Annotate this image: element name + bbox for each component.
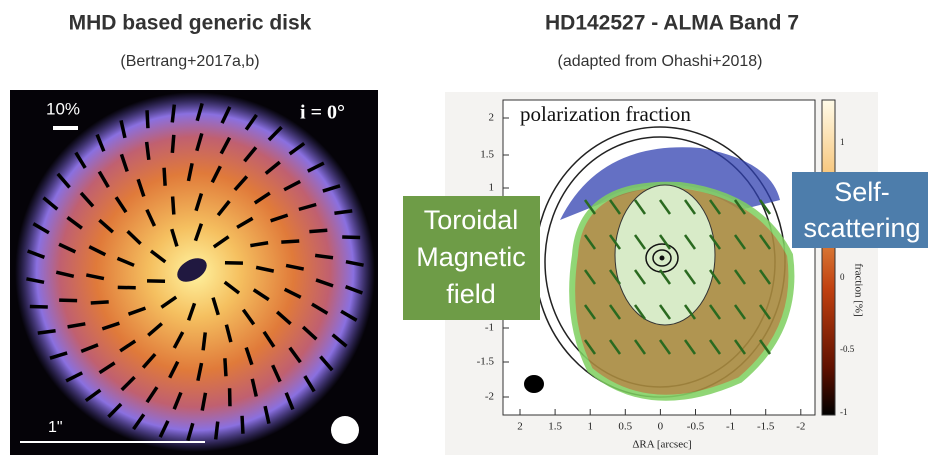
vector [342, 237, 360, 238]
y-tick-label: 1.5 [480, 149, 494, 161]
colorbar [822, 100, 835, 415]
callout-line: Magnetic [416, 242, 526, 272]
vector [242, 416, 243, 434]
colorbar-tick-label: 0 [840, 272, 845, 282]
x-tick-label: -0.5 [687, 421, 705, 433]
left-title: MHD based generic disk [69, 12, 312, 35]
star [660, 256, 665, 261]
right-title: HD142527 - ALMA Band 7 [545, 12, 799, 35]
x-label: ΔRA [arcsec] [632, 439, 691, 451]
colorbar-tick-label: -1 [840, 407, 848, 417]
page: MHD based generic disk (Bertrang+2017a,b… [0, 0, 928, 455]
slide: MHD based generic disk (Bertrang+2017a,b… [0, 0, 928, 455]
vector [164, 168, 165, 186]
colorbar-label: fraction [%] [852, 263, 864, 316]
right-subtitle: (adapted from Ohashi+2018) [557, 53, 762, 70]
y-tick-label: -1.5 [477, 356, 495, 368]
plot-title: polarization fraction [520, 102, 691, 126]
x-tick-label: -1 [726, 421, 735, 433]
vector [172, 135, 173, 153]
x-tick-label: 1 [587, 421, 593, 433]
x-tick-label: 1.5 [548, 421, 562, 433]
y-tick-label: 2 [489, 112, 495, 124]
vector [309, 230, 327, 231]
x-tick-label: 0.5 [618, 421, 632, 433]
x-tick-label: 0 [658, 421, 664, 433]
vector [91, 302, 109, 303]
vector [315, 255, 333, 257]
size-label: 1" [48, 419, 63, 436]
scale-label: 10% [46, 99, 80, 118]
beam [331, 416, 359, 444]
vector [225, 358, 226, 376]
beam [524, 375, 544, 393]
vector [147, 142, 149, 160]
vector [38, 331, 56, 333]
vector [30, 306, 48, 307]
vector [59, 300, 77, 301]
vector [334, 211, 352, 213]
x-tick-label: 2 [517, 421, 523, 433]
vector [216, 422, 218, 440]
callout-line: field [446, 279, 496, 309]
colorbar-tick-label: -0.5 [840, 344, 855, 354]
callout-line: scattering [803, 213, 920, 243]
x-tick-label: -1.5 [757, 421, 775, 433]
x-tick-label: -2 [796, 421, 805, 433]
inclination: i = 0° [300, 102, 345, 124]
vector [172, 105, 174, 123]
left-subtitle: (Bertrang+2017a,b) [120, 53, 259, 70]
vector [281, 241, 299, 242]
y-tick-label: 1 [489, 182, 495, 194]
colorbar-tick-label: 1 [840, 137, 845, 147]
vector [203, 332, 205, 350]
y-tick-label: -1 [485, 322, 494, 334]
vector [147, 110, 148, 128]
callout-line: Toroidal [424, 205, 519, 235]
callout-line: Self- [834, 177, 890, 207]
vector [173, 196, 174, 214]
y-tick-label: -2 [485, 391, 494, 403]
